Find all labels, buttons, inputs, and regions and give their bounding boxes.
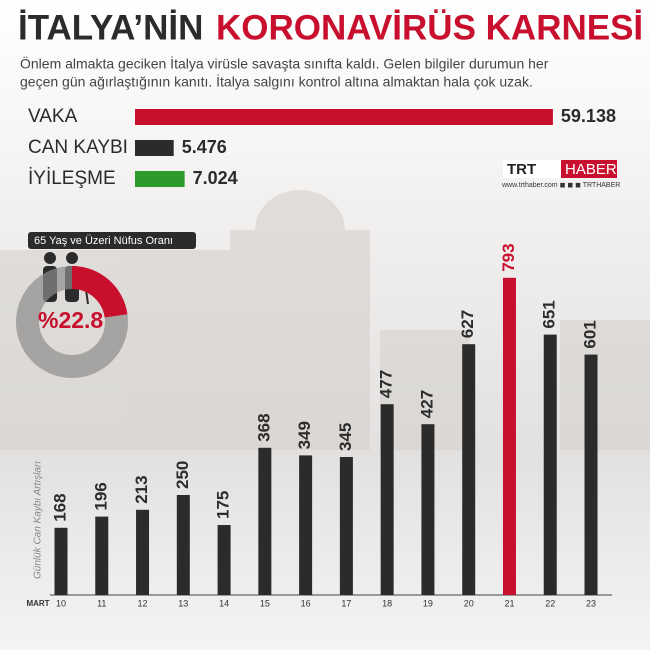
donut-track (16, 266, 128, 378)
bar (258, 447, 272, 595)
subtitle: geçen gün ağırlaştığının kanıtı. İtalya … (20, 73, 533, 90)
x-tick-label: 18 (382, 598, 392, 608)
x-tick-label: 21 (504, 598, 514, 608)
logo-haber: HABER (565, 161, 617, 178)
pie-title: 65 Yaş ve Üzeri Nüfus Oranı (34, 235, 173, 247)
logo-box (561, 160, 617, 178)
value-label: 793 (499, 243, 518, 271)
value-label: 627 (458, 310, 477, 338)
donut-slice (72, 266, 128, 318)
pie-value-label: %22.8 (38, 307, 103, 333)
bar (136, 509, 150, 595)
bar (95, 516, 109, 595)
bar (176, 495, 190, 595)
x-tick-label: 23 (586, 598, 596, 608)
value-label: 250 (173, 461, 192, 489)
y-axis-label: Günlük Can Kaybı Artışları (33, 461, 44, 579)
bar (543, 334, 557, 595)
pie-title-box (28, 232, 196, 249)
value-label: 349 (295, 421, 314, 449)
bar (421, 424, 435, 595)
value-label: 477 (377, 370, 396, 398)
x-tick-label: 15 (260, 598, 270, 608)
logo-trt: TRT (507, 161, 536, 178)
value-label: 651 (540, 300, 559, 328)
x-tick-label: 10 (56, 598, 66, 608)
value-label: 368 (254, 413, 273, 441)
x-axis-label: MART (26, 599, 49, 608)
x-tick-label: 11 (97, 598, 106, 608)
category-label: CAN KAYBI (28, 137, 128, 158)
category-label: İYİLEŞME (28, 168, 116, 189)
subtitle: Önlem almakta geciken İtalya virüsle sav… (20, 55, 549, 72)
x-tick-label: 20 (464, 598, 474, 608)
bar (217, 525, 231, 595)
value-label: 196 (91, 482, 110, 510)
value-label: 427 (417, 390, 436, 418)
value-label: 7.024 (193, 168, 238, 188)
bar (339, 457, 353, 595)
bar (299, 455, 313, 595)
value-label: 345 (336, 423, 355, 451)
x-tick-label: 16 (301, 598, 311, 608)
x-tick-label: 17 (341, 598, 351, 608)
bar (54, 527, 68, 595)
value-label: 601 (580, 320, 599, 348)
x-tick-label: 13 (178, 598, 188, 608)
bar (135, 140, 174, 156)
logo-box (503, 160, 561, 178)
category-label: VAKA (28, 106, 78, 127)
x-tick-label: 14 (219, 598, 229, 608)
x-tick-label: 19 (423, 598, 433, 608)
title-highlight: KORONAVİRÜS KARNESİ (216, 8, 643, 47)
bar (502, 277, 516, 595)
x-tick-label: 22 (545, 598, 555, 608)
x-tick-label: 12 (138, 598, 148, 608)
bar (135, 109, 553, 125)
value-label: 175 (214, 491, 233, 519)
bar (462, 344, 476, 595)
value-label: 59.138 (561, 106, 616, 126)
bar (135, 171, 185, 187)
value-label: 5.476 (182, 137, 227, 157)
bar (584, 354, 598, 595)
title-lead: İTALYA’NİN (18, 8, 203, 47)
value-label: 213 (132, 475, 151, 503)
value-label: 168 (50, 493, 69, 521)
bar (380, 404, 394, 595)
brand-footer: www.trthaber.com ◼ ◼ ◼ TRTHABER (501, 182, 620, 189)
